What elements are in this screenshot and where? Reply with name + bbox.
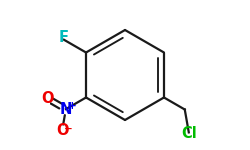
Text: N: N — [60, 102, 72, 117]
Text: Cl: Cl — [181, 126, 197, 141]
Text: −: − — [64, 124, 73, 134]
Text: +: + — [68, 101, 76, 111]
Text: O: O — [56, 123, 68, 138]
Text: O: O — [41, 91, 53, 106]
Text: F: F — [59, 30, 69, 45]
